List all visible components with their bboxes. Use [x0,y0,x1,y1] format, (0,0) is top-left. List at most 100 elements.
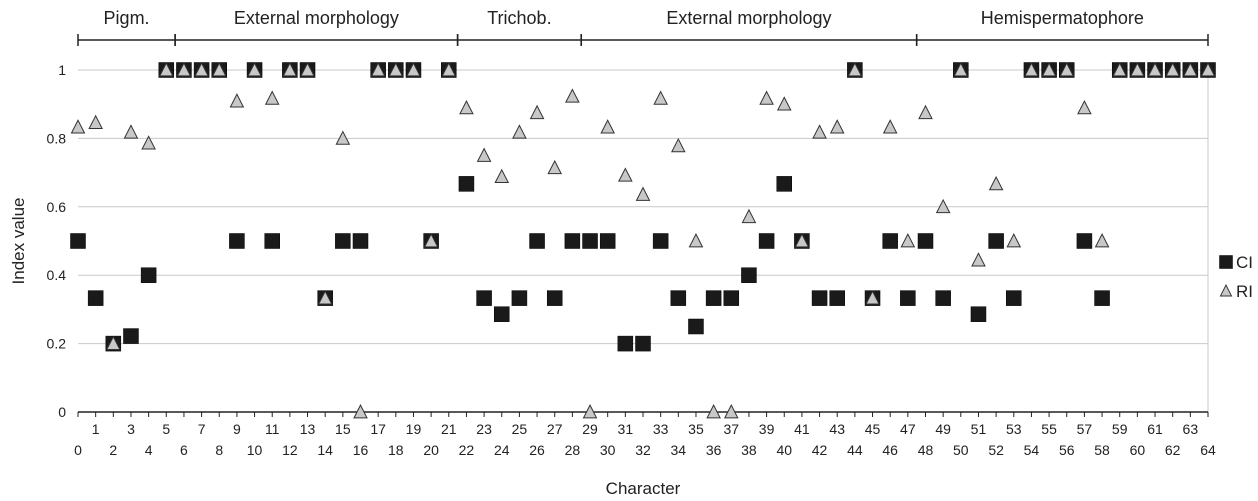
x-tick-label: 40 [776,442,792,458]
x-tick-label: 36 [706,442,722,458]
ri-point [123,124,139,139]
y-tick-label: 0.2 [47,336,67,352]
ci-point [617,335,634,352]
ri-point [1059,62,1075,77]
ri-point [670,137,686,153]
x-tick-label: 59 [1112,421,1128,437]
ri-point [723,404,739,419]
group-brackets: Pigm. External morphology Trichob. External… [77,8,1209,46]
ci-point [264,233,280,249]
x-tick-label: 35 [688,421,704,437]
x-tick-label: 17 [370,421,386,437]
ri-point [688,233,704,248]
ci-point [458,176,475,192]
y-tick-label: 1 [58,62,66,78]
x-tick-label: 57 [1077,421,1093,437]
x-tick-label: 6 [180,442,188,458]
ci-point [688,318,704,335]
x-tick-label: 64 [1200,442,1216,458]
ri-point [353,404,368,419]
x-tick-label: 33 [653,421,669,437]
ri-point [476,147,492,162]
ci-point [1006,290,1022,306]
ci-point [670,290,687,306]
x-tick-label: 39 [759,421,775,437]
ri-point [512,124,527,139]
ci-point [900,290,916,306]
ri-point [812,124,827,139]
ri-point [441,62,457,77]
ci-point [758,233,775,249]
ci-point [599,233,616,249]
ri-point [494,168,510,184]
ci-point [140,267,157,283]
ri-point [635,186,651,201]
ri-point [1183,62,1198,77]
ri-point [547,159,563,175]
ri-point [141,135,156,150]
ri-point [370,62,386,77]
data-points [70,62,1216,419]
ci-point [494,306,510,322]
ri-point [176,62,192,77]
ri-point [582,404,598,419]
grid-lines [78,69,1209,412]
ci-point [546,290,563,306]
x-tick-label: 49 [935,421,951,437]
x-tick-label: 20 [423,442,439,458]
ci-point [652,233,669,249]
ri-point [194,62,209,77]
ci-point [811,290,828,306]
x-tick-label: 28 [565,442,581,458]
ri-point [1077,100,1092,115]
x-tick-label: 34 [671,442,687,458]
x-tick-label: 22 [459,442,475,458]
x-tick-label: 48 [918,442,934,458]
ci-point [529,233,545,249]
x-tick-label: 16 [353,442,369,458]
x-tick-label: 32 [635,442,651,458]
ri-point [1147,62,1163,77]
ri-point [776,96,792,111]
x-tick-label: 9 [233,421,241,437]
ri-point [335,130,351,145]
ri-point [247,62,262,77]
x-tick-label: 45 [865,421,881,437]
x-tick-label: 13 [300,421,316,437]
x-tick-label: 10 [247,442,263,458]
legend-ci-marker [1219,255,1233,269]
ri-point [794,233,810,248]
x-tick-label: 51 [971,421,987,437]
y-tick-label: 0.6 [47,199,67,215]
x-tick-label: 43 [829,421,845,437]
x-tick-label: 62 [1165,442,1181,458]
x-tick-label: 11 [265,421,280,437]
ci-point [229,233,245,249]
y-tick-label: 0 [58,404,66,420]
ri-point [865,290,880,305]
x-tick-label: 23 [476,421,492,437]
x-tick-label: 50 [953,442,969,458]
ci-point [123,328,139,344]
x-tick-label: 55 [1041,421,1057,437]
ri-point [918,104,933,120]
ci-point [1076,233,1093,249]
x-tick-label: 12 [282,442,298,458]
ri-point [459,100,474,115]
ri-point [1112,62,1128,77]
group-label: Trichob. [487,8,551,28]
x-tick-label: 47 [900,421,916,437]
ri-point [406,62,421,77]
ri-point [1200,62,1216,77]
axes: 00.20.40.60.8101234567891011121314151617… [47,62,1216,458]
x-tick-label: 21 [441,421,457,437]
ri-point [1041,62,1057,77]
ri-point [1024,62,1039,77]
ci-point [988,233,1004,249]
x-tick-label: 14 [317,442,333,458]
x-tick-label: 8 [215,442,223,458]
x-tick-label: 53 [1006,421,1022,437]
x-tick-label: 18 [388,442,404,458]
ri-point [105,335,121,350]
